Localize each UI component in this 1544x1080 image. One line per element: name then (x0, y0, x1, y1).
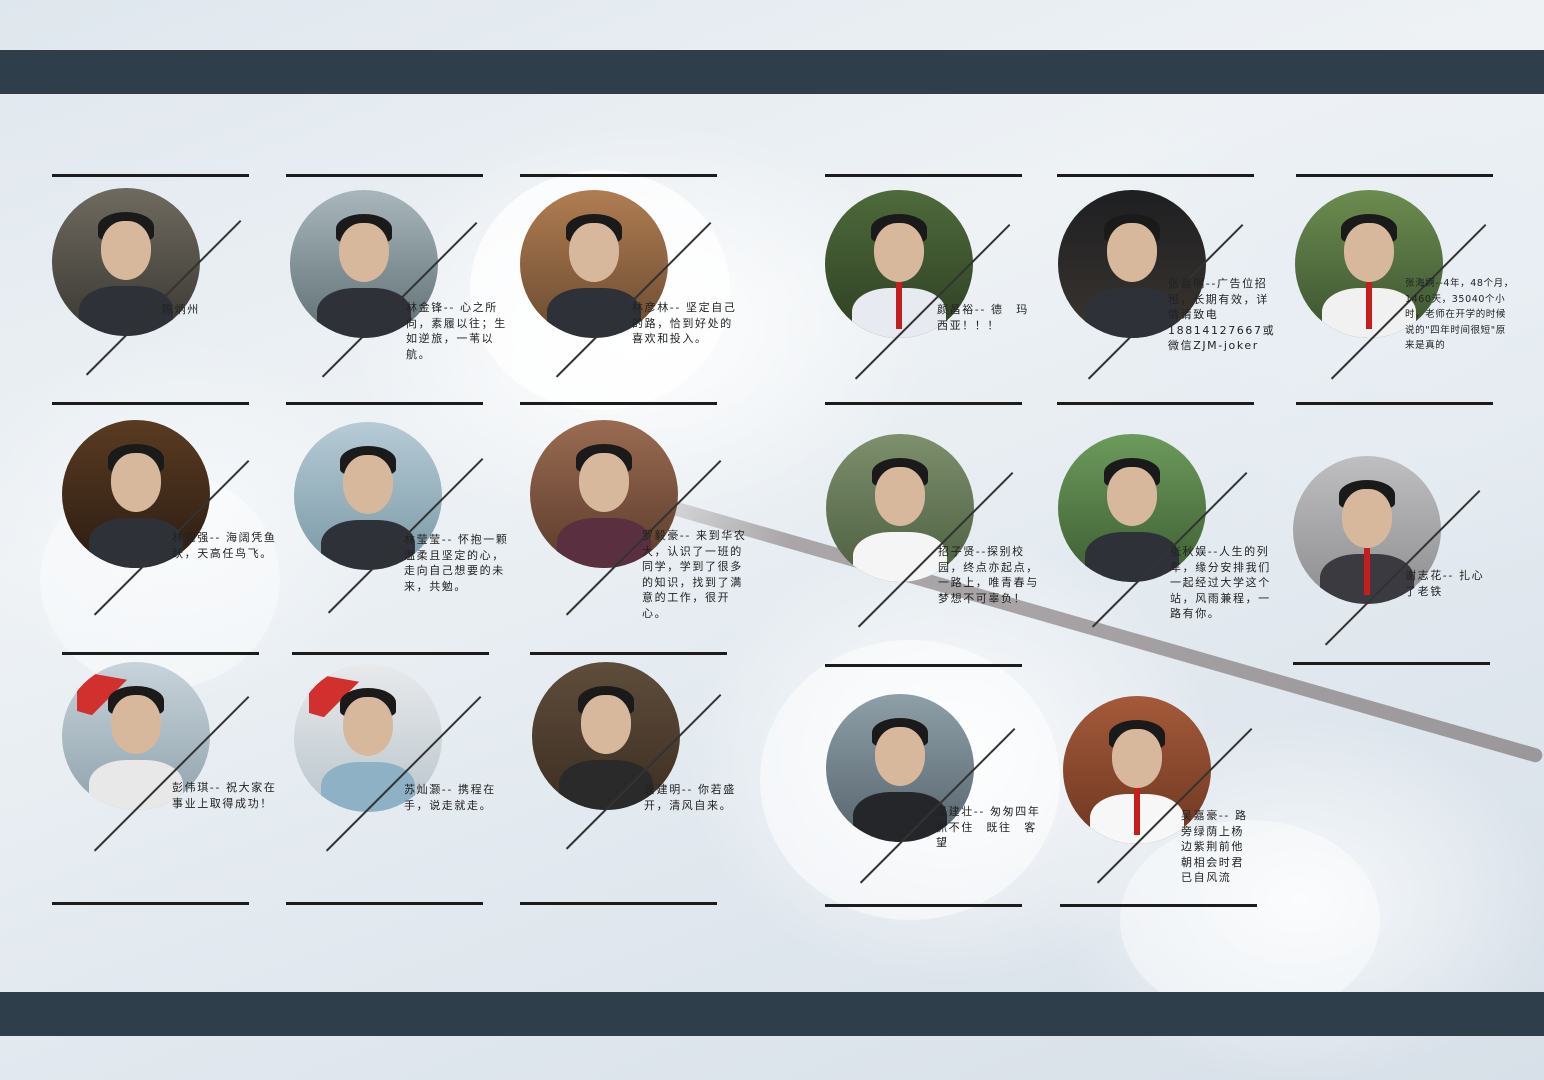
portrait-photo (1295, 190, 1443, 338)
bottom-band (0, 992, 1544, 1036)
divider-line (1293, 662, 1490, 665)
divider-line (1060, 904, 1257, 907)
portrait-photo (294, 664, 442, 812)
classmate-caption: 罗毅豪-- 来到华农大，认识了一班的同学，学到了很多的知识，找到了满意的工作，很… (642, 529, 747, 620)
divider-line (825, 664, 1022, 667)
divider-line (1296, 402, 1493, 405)
portrait-photo (826, 434, 974, 582)
divider-line (62, 652, 259, 655)
classmate-caption: 招子贤--探别校园，终点亦起点，一路上，唯青春与梦想不可辜负！ (938, 545, 1039, 605)
portrait-photo (290, 190, 438, 338)
divider-line (52, 902, 249, 905)
classmate-card: 陈炳州 (52, 188, 262, 398)
classmate-card: 张海婀--4年，48个月，1460天，35040个小时，老师在开学的时候说的"四… (1295, 190, 1513, 400)
divider-line (292, 652, 489, 655)
blossom-petal (1120, 820, 1380, 1020)
portrait-photo (1063, 696, 1211, 844)
classmate-caption: 林彦林-- 坚定自己的路，恰到好处的喜欢和投入。 (632, 301, 737, 345)
classmate-caption: 张秋娱--人生的列车，缘分安排我们一起经过大学这个站，风雨兼程，一路有你。 (1170, 545, 1271, 620)
classmate-card: 林莹莹-- 怀抱一颗温柔且坚定的心，走向自己想要的未来，共勉。 (294, 422, 507, 632)
divider-line (520, 402, 717, 405)
portrait-photo (1058, 190, 1206, 338)
divider-line (1057, 174, 1254, 177)
classmate-caption: 温建壮-- 匆匆四年 抓不住 既往 客望 (936, 805, 1051, 849)
divider-line (1296, 174, 1493, 177)
portrait-photo (520, 190, 668, 338)
classmate-card: 颜昌裕-- 德 玛 西亚！！！ (825, 190, 1040, 400)
classmate-card: 苏灿灏-- 携程在手，说走就走。 (294, 664, 504, 874)
portrait-photo (532, 662, 680, 810)
divider-line (520, 902, 717, 905)
classmate-card: 林耀强-- 海阔凭鱼跃，天高任鸟飞。 (62, 420, 275, 630)
divider-line (1057, 402, 1254, 405)
classmate-card: 张秋娱--人生的列车，缘分安排我们一起经过大学这个站，风雨兼程，一路有你。 (1058, 434, 1269, 644)
classmate-card: 林金锋-- 心之所向，素履以往；生如逆旅，一苇以航。 (290, 190, 505, 400)
portrait-photo (1293, 456, 1441, 604)
divider-line (52, 174, 249, 177)
divider-line (825, 402, 1022, 405)
classmate-card: 张嘉明--广告位招租，长期有效，详情请致电18814127667或微信ZJM-j… (1058, 190, 1274, 400)
classmate-caption: 唐建明-- 你若盛开，清风自来。 (644, 783, 736, 812)
classmate-card: 彭伟琪-- 祝大家在事业上取得成功！ (62, 662, 275, 872)
classmate-caption: 林莹莹-- 怀抱一颗温柔且坚定的心，走向自己想要的未来，共勉。 (404, 533, 509, 593)
top-band (0, 50, 1544, 94)
divider-line (825, 174, 1022, 177)
divider-line (286, 402, 483, 405)
portrait-photo (530, 420, 678, 568)
classmate-card: 招子贤--探别校园，终点亦起点，一路上，唯青春与梦想不可辜负！ (826, 434, 1037, 644)
portrait-photo (825, 190, 973, 338)
classmate-card: 温建壮-- 匆匆四年 抓不住 既往 客望 (826, 694, 1051, 904)
divider-line (286, 174, 483, 177)
classmate-caption: 苏灿灏-- 携程在手，说走就走。 (404, 783, 496, 812)
classmate-caption: 吴嘉豪-- 路旁绿荫上杨边紫荆前他朝相会时君已自风流 (1181, 809, 1248, 884)
divider-line (530, 652, 727, 655)
classmate-caption: 张嘉明--广告位招租，长期有效，详情请致电18814127667或微信ZJM-j… (1168, 277, 1276, 352)
classmate-caption: 林耀强-- 海阔凭鱼跃，天高任鸟飞。 (172, 531, 277, 560)
classmate-caption: 张海婀--4年，48个月，1460天，35040个小时，老师在开学的时候说的"四… (1405, 278, 1514, 351)
portrait-photo (294, 422, 442, 570)
portrait-photo (1058, 434, 1206, 582)
portrait-photo (826, 694, 974, 842)
classmate-card: 吴嘉豪-- 路旁绿荫上杨边紫荆前他朝相会时君已自风流 (1063, 696, 1273, 906)
classmate-caption: 颜昌裕-- 德 玛 西亚！！！ (937, 303, 1042, 332)
classmate-card: 唐建明-- 你若盛开，清风自来。 (532, 662, 742, 872)
classmate-caption: 彭伟琪-- 祝大家在事业上取得成功！ (172, 781, 277, 810)
classmate-card: 林彦林-- 坚定自己的路，恰到好处的喜欢和投入。 (520, 190, 735, 400)
portrait-photo (52, 188, 200, 336)
classmate-card: 谢志花-- 扎心了老铁 (1293, 456, 1503, 666)
classmate-caption: 林金锋-- 心之所向，素履以往；生如逆旅，一苇以航。 (406, 301, 507, 361)
portrait-photo (62, 420, 210, 568)
classmate-card: 罗毅豪-- 来到华农大，认识了一班的同学，学到了很多的知识，找到了满意的工作，很… (530, 420, 745, 630)
classmate-caption: 陈炳州 (162, 303, 200, 316)
divider-line (825, 904, 1022, 907)
divider-line (520, 174, 717, 177)
divider-line (52, 402, 249, 405)
classmate-caption: 谢志花-- 扎心了老铁 (1405, 569, 1485, 598)
divider-line (286, 902, 483, 905)
portrait-photo (62, 662, 210, 810)
